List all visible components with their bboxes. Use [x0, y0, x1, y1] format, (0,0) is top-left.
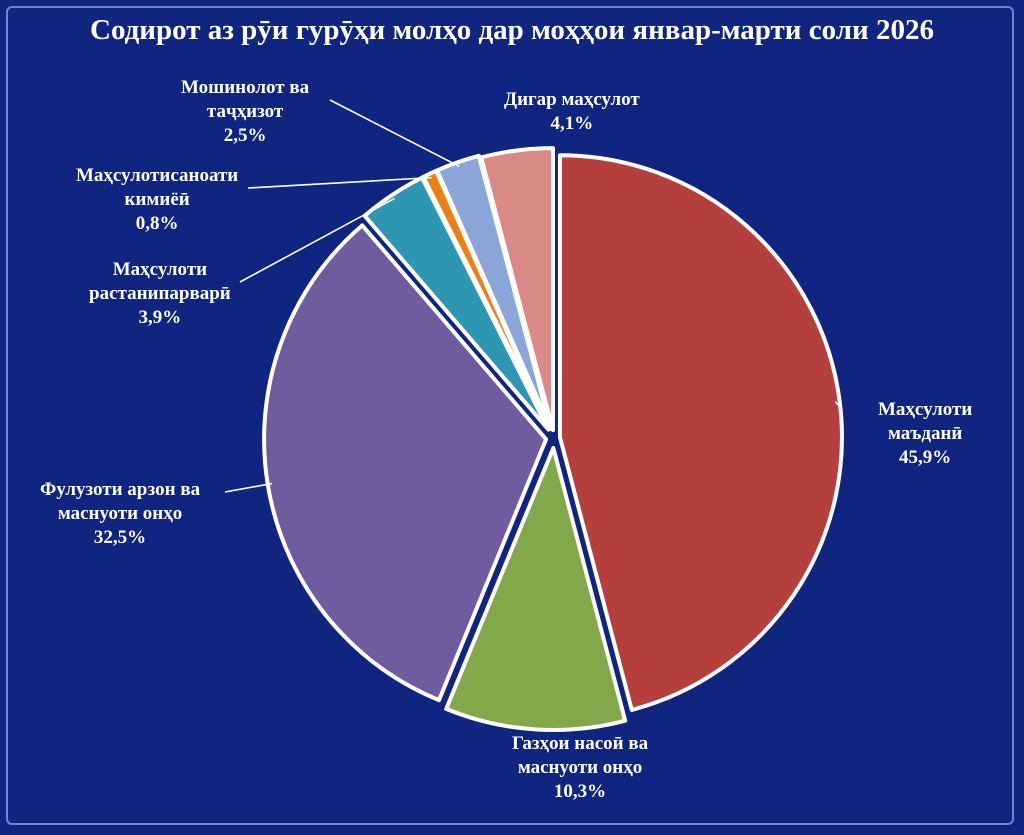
slice-label: Маҳсулоти растанипарварӣ 3,9% — [89, 258, 231, 330]
slice-label: Маҳсулоти маъданӣ 45,9% — [878, 398, 972, 470]
slice-label: Газҳои насоӣ ва маснуоти онҳо 10,3% — [512, 732, 648, 804]
slice-value-label: 45,9% — [899, 447, 952, 468]
slice-label-text: Маҳсулотисаноати — [76, 165, 239, 186]
slice-label-text: Маҳсулоти — [112, 259, 208, 280]
leader-line — [224, 482, 273, 493]
slice-value-label: 10,3% — [553, 781, 607, 802]
pie-slice — [444, 445, 628, 732]
pie-slice — [479, 146, 555, 433]
pie-slice — [557, 153, 844, 712]
leader-line — [239, 197, 395, 283]
slice-label: Маҳсулотисаноати кимиёӣ 0,8% — [76, 164, 238, 236]
slice-label-text: маснуоти онҳо — [57, 503, 183, 524]
slice-label-text: Дигар маҳсулот — [504, 89, 640, 110]
slice-label: Фулузоти арзон ва маснуоти онҳо 32,5% — [40, 478, 200, 550]
slice-label-text: Маҳсулоти — [878, 399, 973, 420]
slice-label-text: растанипарварӣ — [89, 283, 231, 304]
slice-value-label: 4,1% — [550, 113, 594, 134]
slice-label-text: маснуоти онҳо — [517, 757, 643, 778]
leader-line — [329, 99, 460, 168]
slice-label: Дигар маҳсулот 4,1% — [504, 88, 640, 136]
slice-value-label: 3,9% — [138, 307, 182, 328]
chart-frame — [6, 6, 1014, 825]
slice-label-text: Фулузоти арзон ва — [40, 479, 201, 500]
slice-label-text: Мошинолот ва — [181, 77, 310, 98]
slice-value-label: 2,5% — [223, 125, 267, 146]
slice-label-text: маъданӣ — [887, 423, 963, 444]
slice-label-text: таҷҳизот — [206, 101, 284, 122]
slice-label-text: Газҳои насоӣ ва — [512, 733, 649, 754]
pie-slice — [435, 153, 553, 431]
leader-line — [834, 401, 839, 406]
leader-line — [247, 176, 432, 189]
slice-label-text: кимиёӣ — [124, 189, 190, 210]
slice-value-label: 0,8% — [135, 213, 179, 234]
slice-label: Мошинолот ва таҷҳизот 2,5% — [181, 76, 309, 148]
slice-value-label: 32,5% — [93, 527, 147, 548]
chart-title: Содирот аз рӯи гурӯҳи молҳо дар моҳҳои я… — [90, 14, 934, 46]
